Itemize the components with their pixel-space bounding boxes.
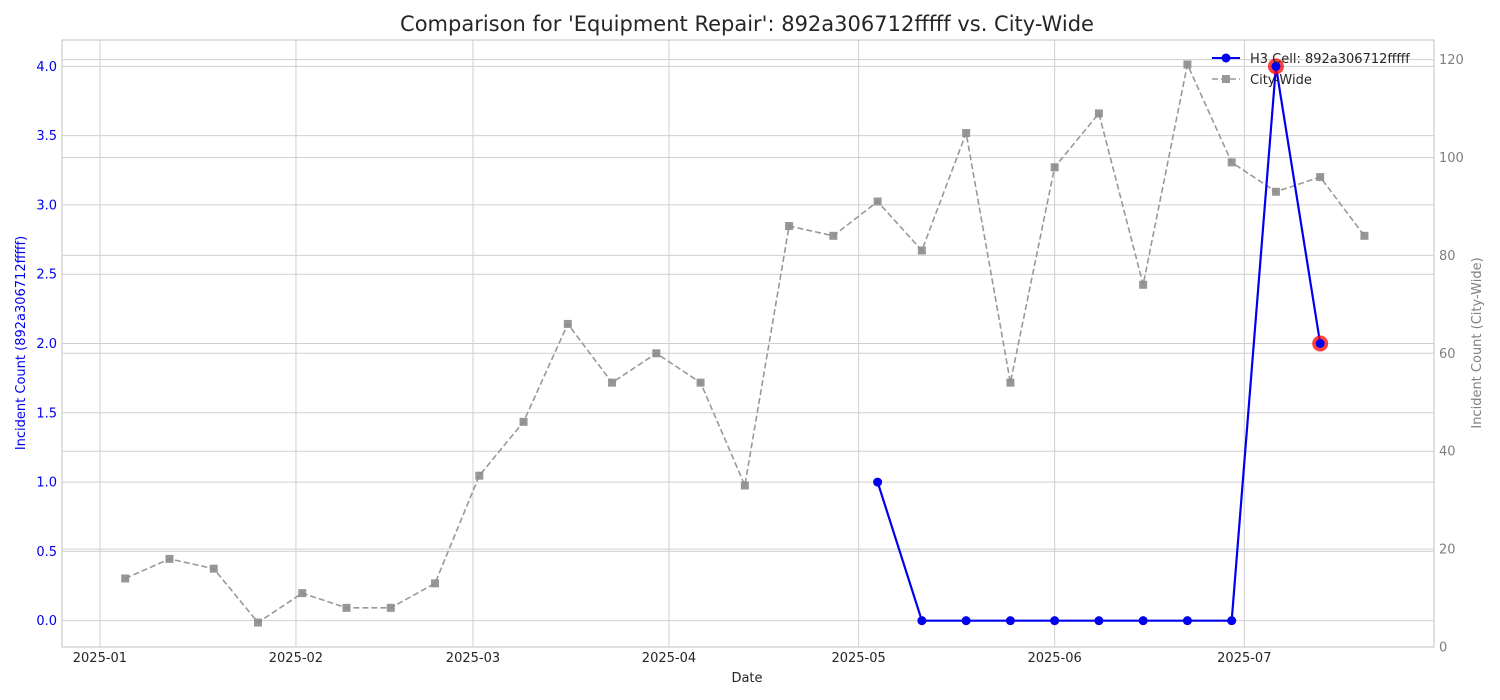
chart-title: Comparison for 'Equipment Repair': 892a3… <box>400 12 1094 36</box>
city-wide-point <box>121 574 130 583</box>
city-wide-point <box>519 417 528 426</box>
city-wide-point <box>829 231 838 240</box>
city-wide-point <box>1139 280 1148 289</box>
city-wide-point <box>298 589 307 598</box>
y-axis-left-label: Incident Count (892a306712fffff) <box>14 236 29 450</box>
h3-cell-point <box>917 616 927 626</box>
x-axis-ticks: 2025-01 2025-02 2025-03 2025-04 2025-05 2025-… <box>73 651 1272 666</box>
y-tick-label-left: 0.5 <box>36 545 57 560</box>
y-axis-right-ticks: 0 20 40 60 80 100 120 <box>1439 53 1464 655</box>
city-wide-point <box>165 554 174 563</box>
city-wide-point <box>652 349 661 358</box>
city-wide-point <box>873 197 882 206</box>
city-wide-point <box>1316 173 1325 182</box>
series-city-wide <box>121 60 1369 627</box>
city-wide-point <box>1183 60 1192 69</box>
legend-city-marker <box>1222 75 1230 83</box>
x-tick-label: 2025-02 <box>269 651 323 666</box>
city-wide-point <box>431 579 440 588</box>
y-tick-label-left: 4.0 <box>36 60 57 75</box>
y-tick-label-left: 2.5 <box>36 268 57 283</box>
city-wide-point <box>342 603 351 612</box>
city-wide-point <box>563 319 572 328</box>
legend: H3 Cell: 892a306712fffff City-Wide <box>1212 52 1410 88</box>
h3-cell-point <box>1227 616 1237 626</box>
y-tick-label-right: 20 <box>1439 543 1456 558</box>
x-axis-label: Date <box>731 671 762 686</box>
series-h3-cell <box>873 58 1329 626</box>
x-tick-label: 2025-01 <box>73 651 127 666</box>
y-tick-label-left: 3.5 <box>36 129 57 144</box>
h3-cell-point <box>1182 616 1192 626</box>
city-wide-point <box>696 378 705 387</box>
y-tick-label-left: 1.5 <box>36 406 57 421</box>
y-tick-label-right: 0 <box>1439 641 1447 656</box>
city-wide-point <box>1227 158 1236 167</box>
city-wide-line <box>124 61 1366 624</box>
x-tick-label: 2025-07 <box>1217 651 1271 666</box>
city-wide-point <box>740 481 749 490</box>
h3-cell-point <box>1315 339 1325 348</box>
h3-cell-point <box>1094 616 1104 626</box>
h3-cell-point <box>1271 61 1281 71</box>
city-wide-point <box>1006 378 1015 387</box>
city-wide-point <box>475 471 484 480</box>
city-wide-point <box>1050 163 1059 172</box>
plot-area-frame <box>61 39 1435 648</box>
y-tick-label-right: 40 <box>1439 445 1456 460</box>
y-axis-right-label: Incident Count (City-Wide) <box>1470 257 1485 428</box>
y-tick-label-right: 60 <box>1439 347 1456 362</box>
legend-city-label: City-Wide <box>1250 73 1312 88</box>
city-wide-point <box>1094 109 1103 118</box>
city-wide-point <box>209 564 218 573</box>
y-tick-label-right: 120 <box>1439 53 1464 68</box>
legend-h3-marker <box>1221 53 1231 63</box>
city-wide-point <box>1360 231 1369 240</box>
h3-cell-point <box>1050 616 1060 626</box>
city-wide-point <box>608 378 617 387</box>
y-tick-label-left: 0.0 <box>36 614 57 629</box>
y-tick-label-left: 2.0 <box>36 337 57 352</box>
x-tick-label: 2025-05 <box>831 651 885 666</box>
y-tick-label-right: 100 <box>1439 151 1464 166</box>
h3-cell-point <box>1138 616 1148 626</box>
city-wide-point <box>386 603 395 612</box>
city-wide-point <box>917 246 926 255</box>
x-tick-label: 2025-04 <box>642 651 696 666</box>
y-tick-label-left: 1.0 <box>36 476 57 491</box>
x-tick-label: 2025-06 <box>1027 651 1081 666</box>
city-wide-point <box>962 129 971 138</box>
city-wide-point <box>1271 187 1280 196</box>
y-tick-label-right: 80 <box>1439 249 1456 264</box>
x-tick-label: 2025-03 <box>446 651 500 666</box>
y-axis-left-ticks: 0.0 0.5 1.0 1.5 2.0 2.5 3.0 3.5 4.0 <box>36 60 57 629</box>
h3-cell-point <box>873 477 883 487</box>
h3-cell-point <box>1005 616 1015 626</box>
h3-cell-point <box>961 616 971 626</box>
city-wide-point <box>785 222 794 231</box>
legend-h3-label: H3 Cell: 892a306712fffff <box>1250 52 1410 67</box>
y-tick-label-left: 3.0 <box>36 198 57 213</box>
grid-lines <box>62 40 1434 648</box>
city-wide-point <box>254 618 262 627</box>
